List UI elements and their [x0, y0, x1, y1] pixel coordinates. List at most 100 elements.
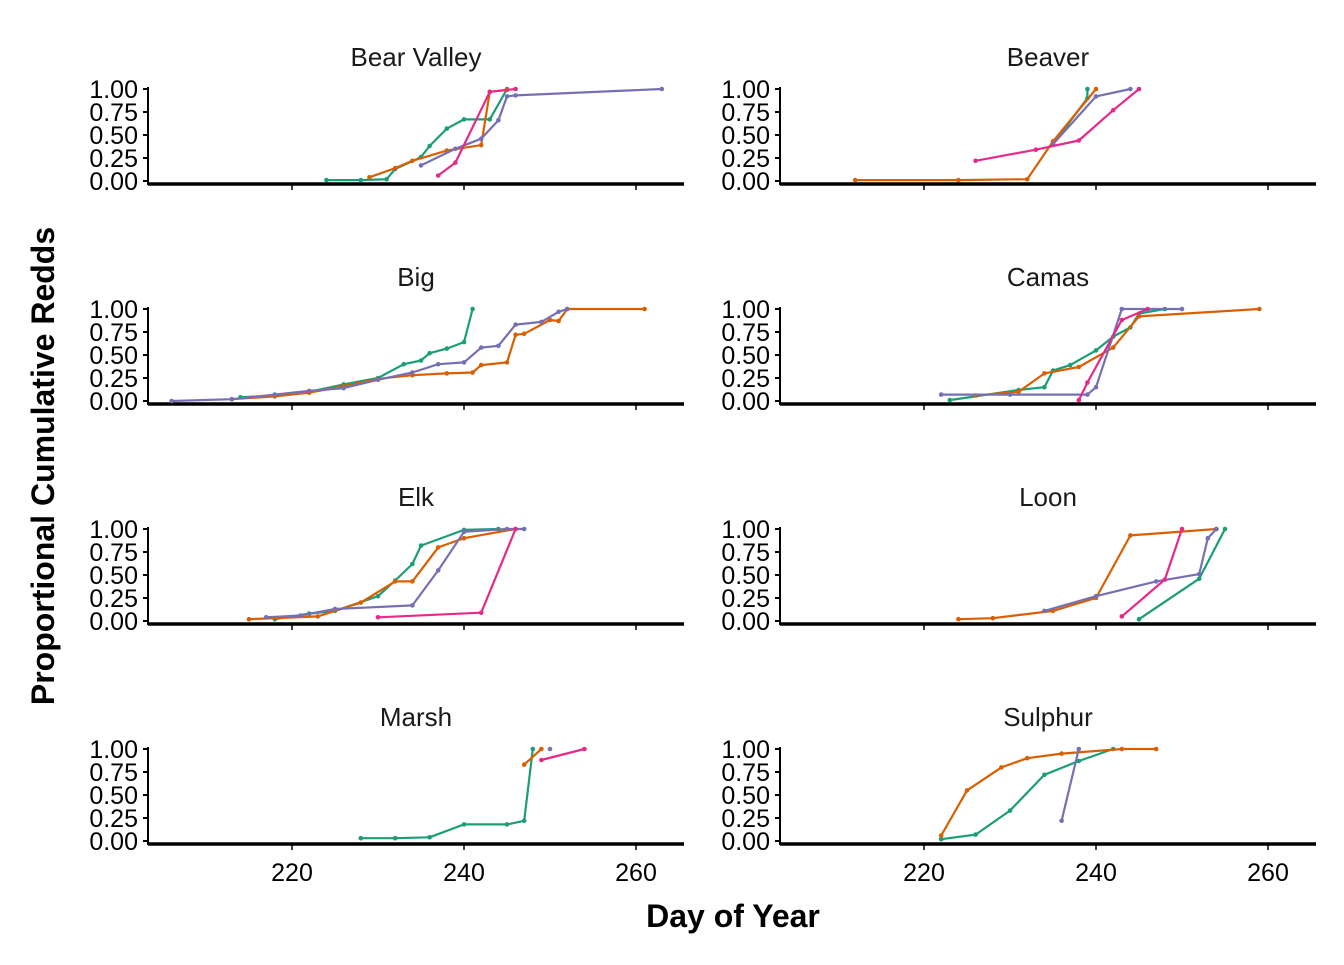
data-point	[1093, 348, 1099, 353]
data-point	[427, 350, 432, 356]
y-tick-label: 0.50	[721, 782, 770, 810]
facet-panel: Beaver 0.000.250.500.751.00	[721, 42, 1316, 196]
y-tick-label: 0.75	[721, 539, 770, 567]
data-point	[1093, 384, 1099, 390]
facet-panel: Elk 0.000.250.500.751.00	[89, 482, 684, 636]
data-point	[547, 317, 553, 323]
data-point	[999, 765, 1004, 770]
data-point	[1119, 614, 1125, 619]
facet-panel: Marsh 0.000.250.500.751.00 220 240 260	[89, 702, 684, 887]
data-point	[496, 118, 501, 123]
data-point	[1214, 526, 1219, 532]
y-tick-label: 0.25	[89, 365, 138, 393]
data-point	[513, 332, 518, 338]
data-point	[246, 616, 252, 622]
y-tick-label: 0.25	[721, 805, 770, 833]
series-line	[265, 527, 526, 619]
data-point	[418, 163, 424, 168]
series-line	[1137, 527, 1227, 621]
data-point	[367, 175, 372, 180]
y-tick-label: 0.00	[89, 828, 138, 856]
data-point	[418, 358, 424, 363]
data-point	[973, 832, 978, 837]
data-point	[1119, 317, 1125, 323]
y-tick-label: 1.00	[721, 76, 770, 104]
data-point	[332, 606, 338, 612]
y-tick-label: 0.75	[721, 759, 770, 787]
x-tick-label: 220	[903, 859, 945, 887]
series-line	[325, 87, 509, 182]
data-point	[1076, 397, 1082, 403]
data-point	[556, 318, 561, 324]
data-point	[478, 142, 484, 148]
data-point	[1042, 772, 1047, 778]
data-point	[435, 568, 441, 573]
data-point	[410, 603, 415, 608]
x-tick-label: 260	[615, 859, 657, 887]
y-tick-label: 0.25	[89, 145, 138, 173]
data-point	[487, 89, 493, 95]
data-point	[1076, 746, 1082, 752]
y-tick-label: 0.75	[89, 319, 138, 347]
series-line	[974, 87, 1141, 162]
facet-title: Beaver	[1007, 42, 1090, 72]
data-point	[306, 388, 312, 394]
data-point	[504, 822, 510, 827]
data-point	[461, 339, 467, 345]
data-point	[1179, 306, 1185, 312]
y-tick-label: 0.50	[89, 782, 138, 810]
data-point	[341, 385, 346, 391]
series-line	[230, 307, 646, 401]
data-point	[1042, 384, 1047, 390]
y-tick-label: 0.00	[89, 168, 138, 196]
data-point	[956, 616, 961, 622]
facet-panel: Bear Valley 0.000.250.500.751.00	[89, 42, 684, 196]
series-line	[1077, 307, 1149, 402]
data-point	[1076, 758, 1082, 764]
data-point	[392, 579, 398, 584]
y-tick-label: 1.00	[89, 736, 138, 764]
data-point	[1162, 577, 1168, 582]
y-tick-label: 1.00	[721, 736, 770, 764]
series-line	[940, 747, 1115, 841]
data-point	[504, 94, 510, 99]
x-tick-label: 240	[1075, 859, 1117, 887]
series-line	[437, 87, 517, 177]
data-point	[1042, 608, 1047, 614]
y-tick-label: 0.75	[89, 539, 138, 567]
y-tick-label: 0.25	[89, 805, 138, 833]
data-point	[1059, 751, 1064, 756]
data-point	[272, 392, 278, 397]
data-point	[392, 835, 398, 841]
data-point	[1016, 389, 1021, 395]
series-line	[170, 307, 569, 403]
data-point	[1119, 746, 1125, 752]
y-tick-label: 0.00	[721, 828, 770, 856]
data-point	[1153, 746, 1159, 752]
data-point	[539, 319, 544, 325]
data-point	[298, 613, 303, 618]
y-tick-label: 0.75	[89, 99, 138, 127]
data-point	[478, 345, 484, 350]
y-tick-label: 0.50	[89, 122, 138, 150]
data-point	[964, 788, 970, 793]
data-point	[435, 545, 441, 550]
data-point	[384, 176, 389, 182]
data-point	[938, 392, 944, 397]
series-line	[957, 527, 1218, 621]
x-tick-label: 260	[1247, 859, 1289, 887]
data-point	[1222, 526, 1228, 532]
series-line	[1060, 747, 1080, 822]
data-point	[1067, 362, 1073, 368]
data-point	[1136, 616, 1142, 622]
data-point	[556, 309, 561, 315]
data-point	[410, 561, 415, 567]
series-line	[854, 87, 1098, 182]
y-tick-label: 0.00	[721, 168, 770, 196]
y-tick-label: 0.25	[89, 585, 138, 613]
series-line	[1120, 527, 1184, 618]
data-point	[521, 526, 527, 532]
data-point	[504, 360, 510, 365]
